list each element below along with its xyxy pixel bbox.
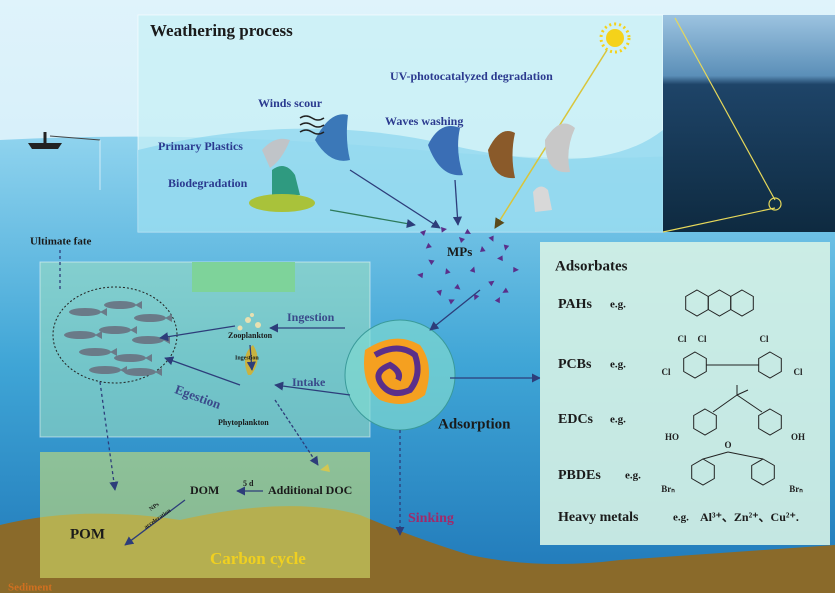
- phytoplankton-label: Phytoplankton: [218, 418, 269, 427]
- adsorbates-panel: [540, 242, 830, 545]
- bio-label: Biodegradation: [168, 176, 248, 190]
- days-label: 5 d: [243, 479, 254, 488]
- pom-label: POM: [70, 526, 105, 542]
- fish-body: [134, 314, 166, 322]
- ingestion-label: Ingestion: [287, 310, 335, 324]
- winds-label: Winds scour: [258, 96, 323, 110]
- fish-body: [132, 336, 164, 344]
- fish-body: [64, 331, 96, 339]
- carbon-title: Carbon cycle: [210, 549, 306, 568]
- sediment-label: Sediment: [8, 582, 52, 593]
- adsorbate-name: PAHs: [558, 297, 593, 312]
- adsorbates-title: Adsorbates: [555, 258, 628, 274]
- fish-body: [69, 308, 101, 316]
- carbon-panel: [40, 452, 370, 578]
- weathering-title: Weathering process: [150, 21, 293, 40]
- primary-label: Primary Plastics: [158, 139, 243, 153]
- doc-label: Additional DOC: [268, 483, 352, 497]
- ingestion-small-label: Ingestion: [235, 355, 259, 361]
- fish-body: [114, 354, 146, 362]
- atom-label: O: [724, 440, 731, 450]
- zooplankton-label: Zooplankton: [228, 331, 273, 340]
- diagram: Weathering process UV-photocatalyzed deg…: [0, 0, 835, 593]
- fish-body: [89, 366, 121, 374]
- mps-label: MPs: [447, 244, 472, 259]
- food-web-label-box: [192, 262, 295, 292]
- adsorbate-name: EDCs: [558, 412, 594, 427]
- atom-label: Brₙ: [789, 484, 803, 494]
- adsorbate-name: PCBs: [558, 357, 592, 372]
- adsorbate-eg: e.g.: [610, 359, 626, 371]
- atom-label: Cl: [760, 334, 769, 344]
- atom-label: OH: [791, 432, 805, 442]
- adsorption-label: Adsorption: [438, 416, 511, 432]
- intake-label: Intake: [292, 375, 326, 389]
- adsorbate-eg: e.g.: [610, 299, 626, 311]
- adsorbate-name: Heavy metals: [558, 510, 639, 525]
- dom-label: DOM: [190, 483, 219, 497]
- fish-body: [99, 326, 131, 334]
- atom-label: Cl: [678, 334, 687, 344]
- atom-label: HO: [665, 432, 679, 442]
- fish-body: [104, 301, 136, 309]
- adsorbate-name: PBDEs: [558, 468, 601, 483]
- waves-label: Waves washing: [385, 114, 463, 128]
- fish-body: [124, 368, 156, 376]
- adsorbate-eg: e.g.: [610, 414, 626, 426]
- ultimate-label: Ultimate fate: [30, 236, 92, 248]
- adsorbate-eg: e.g.: [625, 470, 641, 482]
- atom-label: Brₙ: [661, 484, 675, 494]
- sea-photo: [663, 15, 835, 232]
- atom-label: Cl: [662, 367, 671, 377]
- atom-label: Cl: [794, 367, 803, 377]
- uv-label: UV-photocatalyzed degradation: [390, 69, 553, 83]
- adsorbate-ions: Al³⁺、Zn²⁺、Cu²⁺.: [700, 510, 799, 524]
- sinking-label: Sinking: [408, 511, 454, 526]
- atom-label: Cl: [698, 334, 707, 344]
- fish-body: [79, 348, 111, 356]
- adsorbate-eg: e.g.: [673, 512, 689, 524]
